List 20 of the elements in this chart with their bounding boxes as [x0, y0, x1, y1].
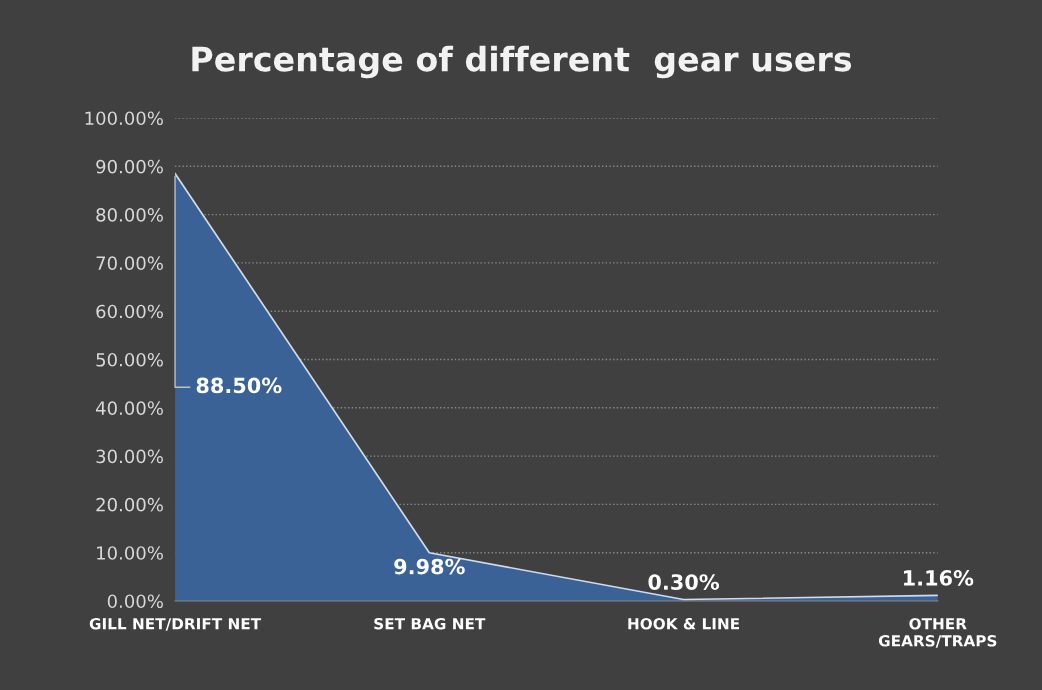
- y-tick-label: 70.00%: [96, 256, 163, 271]
- text: 88.50%: [196, 377, 282, 394]
- y-tick-label: 10.00%: [97, 546, 163, 560]
- y-tick-label: 40.00%: [95, 401, 163, 415]
- y-tick-label: 20.00%: [96, 497, 163, 512]
- x-tick-label: OTHER GEARS/TRAPS: [878, 617, 997, 648]
- text: 0.30%: [648, 574, 720, 590]
- text: 1.16%: [904, 570, 974, 586]
- y-tick-label: 100.00%: [85, 111, 163, 126]
- text: 9.98%: [394, 558, 465, 575]
- x-tick-label: HOOK & LINE: [628, 617, 740, 630]
- y-tick-label: 90.00%: [96, 159, 163, 174]
- chart-title: Percentage of different gear users: [192, 45, 852, 79]
- y-tick-label: 80.00%: [96, 208, 163, 222]
- x-tick-label: SET BAG NET: [374, 617, 486, 630]
- y-tick-label: 0.00%: [107, 594, 163, 609]
- y-tick-label: 30.00%: [96, 449, 163, 464]
- y-tick-label: 50.00%: [96, 352, 163, 367]
- x-tick-label: GILL NET/DRIFT NET: [89, 617, 262, 631]
- y-tick-label: 60.00%: [96, 304, 163, 319]
